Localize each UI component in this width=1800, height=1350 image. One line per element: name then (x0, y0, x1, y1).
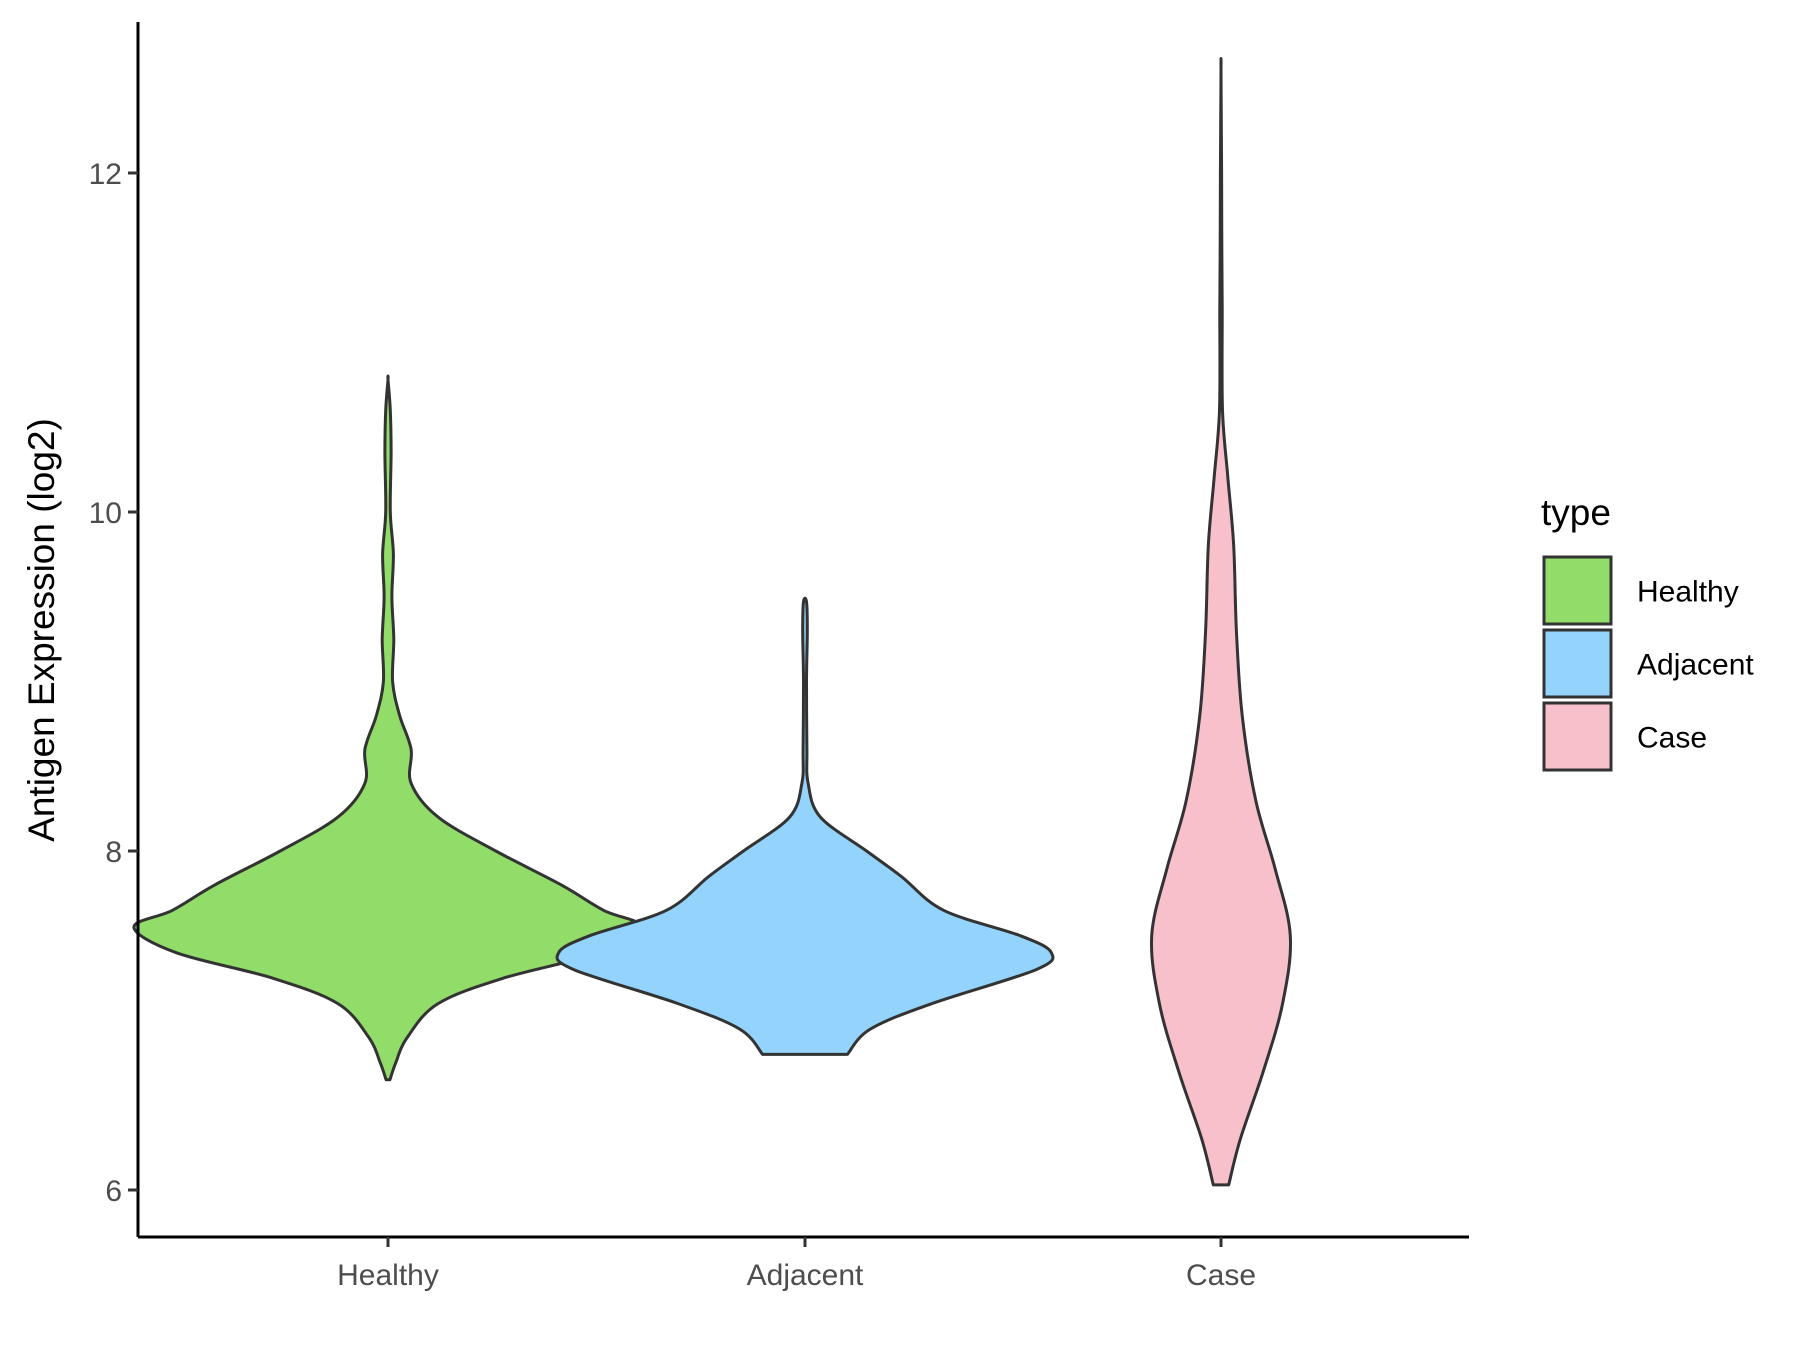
violins-layer (132, 57, 1293, 1187)
violin-adjacent (555, 596, 1055, 1056)
legend-label-healthy: Healthy (1637, 576, 1739, 609)
x-tick-label: Adjacent (747, 1259, 864, 1292)
x-tick-label: Case (1186, 1259, 1256, 1292)
legend-label-adjacent: Adjacent (1637, 649, 1754, 682)
x-tick-label: Healthy (337, 1259, 439, 1292)
y-ticks: 6 8 10 12 (89, 158, 138, 1208)
legend-key-case (1542, 701, 1613, 772)
y-tick-label: 6 (105, 1175, 122, 1208)
violin-case (1149, 57, 1293, 1187)
legend-key-adjacent (1542, 628, 1613, 699)
violin-healthy (132, 374, 644, 1082)
y-tick-label: 10 (89, 497, 122, 530)
legend-key-healthy (1542, 555, 1613, 626)
y-tick-label: 8 (105, 836, 122, 869)
x-ticks: Healthy Adjacent Case (337, 1237, 1256, 1292)
legend: type Healthy Adjacent Case (1541, 492, 1754, 772)
y-tick-label: 12 (89, 158, 122, 191)
y-axis-title: Antigen Expression (log2) (21, 418, 62, 842)
legend-label-case: Case (1637, 722, 1707, 755)
legend-title: type (1541, 492, 1611, 533)
